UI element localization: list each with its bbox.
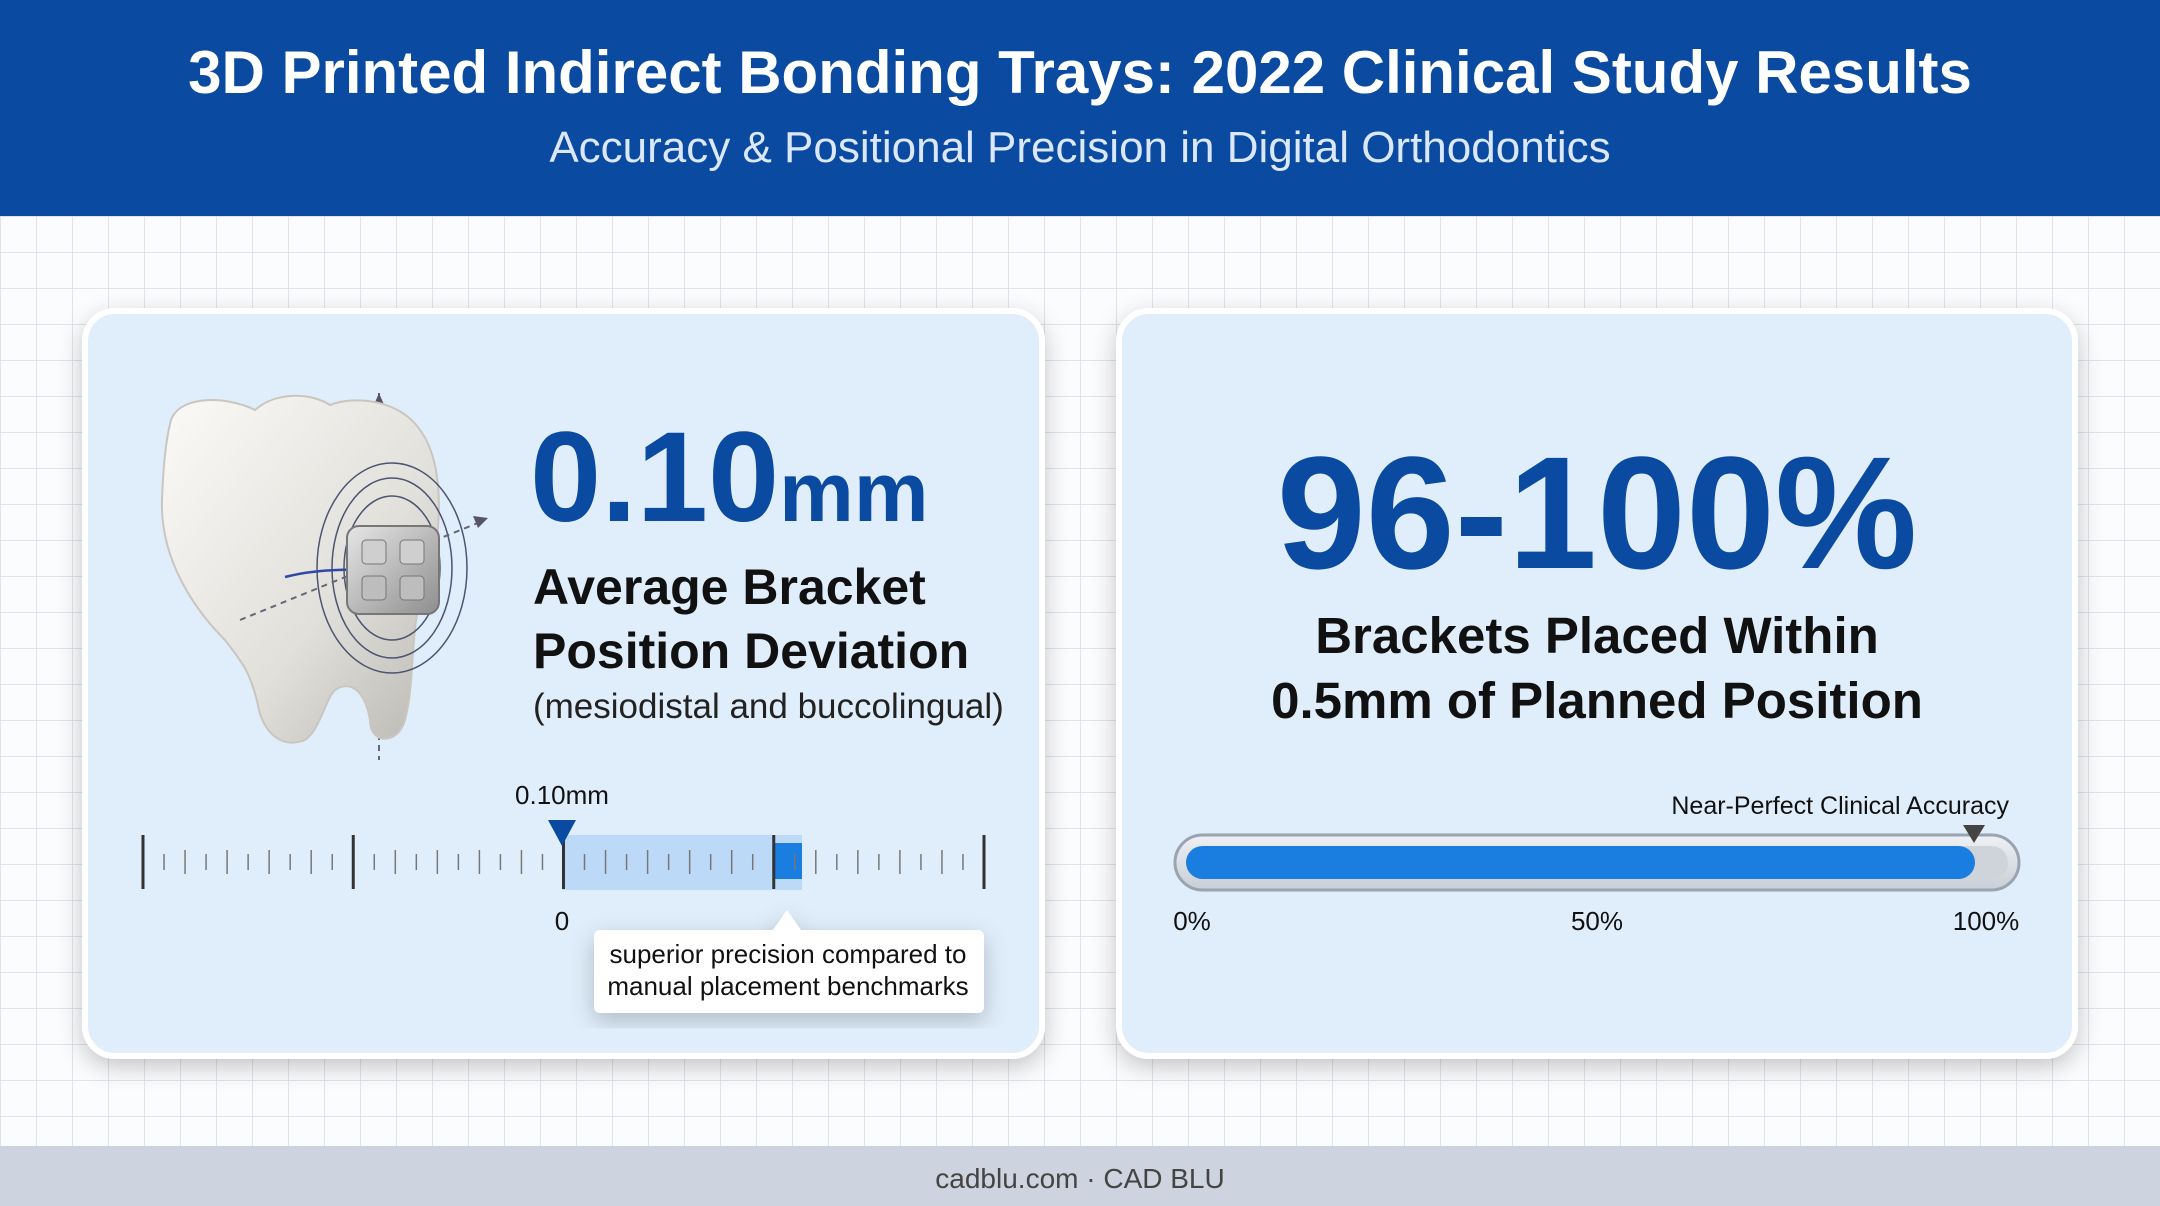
precision-scale — [141, 820, 986, 890]
header-band — [0, 0, 2160, 216]
callout-text: manual placement benchmarks — [607, 971, 968, 1001]
left-card: 0.10mm Average Bracket Position Deviatio… — [82, 308, 1045, 1059]
tooth-illustration — [160, 393, 488, 760]
title: 3D Printed Indirect Bonding Trays: 2022 … — [188, 39, 1972, 106]
scale-marker-label: 0.10mm — [515, 780, 609, 810]
stat: 0.10mm — [530, 406, 929, 549]
stat: 96-100% — [1277, 423, 1917, 602]
subtitle: Accuracy & Positional Precision in Digit… — [549, 123, 1610, 172]
callout-text: superior precision compared to — [610, 939, 967, 969]
bar-axis-label: 0% — [1173, 906, 1211, 936]
stat-label: Average Bracket — [533, 559, 926, 615]
footer-band — [0, 1146, 2160, 1206]
callout: superior precision compared to manual pl… — [594, 910, 984, 1013]
stat-value: 0.10 — [530, 406, 779, 549]
progress-bar — [1173, 825, 2021, 892]
footer-text: cadblu.com · CAD BLU — [935, 1163, 1224, 1194]
scale-zero-label: 0 — [555, 906, 569, 936]
right-card: 96-100% Brackets Placed Within 0.5mm of … — [1116, 308, 2078, 1059]
stat-label: 0.5mm of Planned Position — [1271, 672, 1923, 729]
stat-unit: mm — [779, 445, 928, 539]
bar-axis-label: 50% — [1571, 906, 1623, 936]
bar-annotation: Near-Perfect Clinical Accuracy — [1671, 792, 2009, 820]
stat-note: (mesiodistal and buccolingual) — [533, 687, 1004, 726]
bar-axis-label: 100% — [1953, 906, 2020, 936]
stat-label: Position Deviation — [533, 623, 969, 679]
stat-label: Brackets Placed Within — [1315, 607, 1879, 664]
